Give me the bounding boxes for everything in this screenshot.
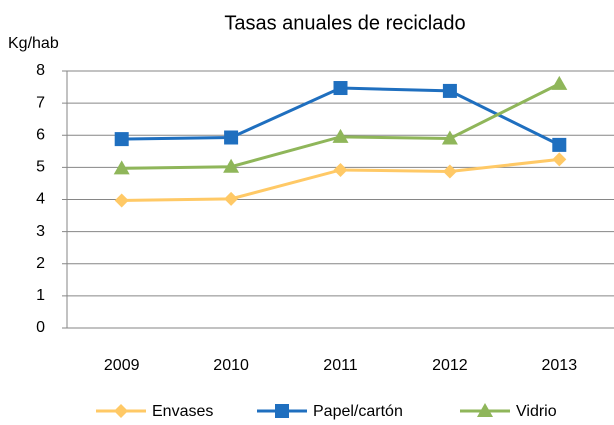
data-point [113, 160, 130, 175]
data-point [441, 130, 458, 145]
y-tick-label: 3 [36, 223, 45, 240]
legend-marker [114, 404, 128, 418]
legend-label: Vidrio [516, 403, 557, 420]
y-tick-label: 6 [36, 126, 45, 143]
data-point [332, 128, 349, 143]
legend-label: Papel/cartón [313, 403, 403, 420]
x-tick-label: 2010 [213, 357, 249, 374]
x-tick-label: 2011 [323, 357, 358, 374]
data-point [114, 193, 129, 208]
data-point [551, 75, 568, 90]
legend-marker [477, 403, 493, 417]
y-tick-label: 8 [36, 62, 45, 79]
x-tick-label: 2009 [104, 357, 140, 374]
data-point [442, 83, 457, 98]
data-point [224, 191, 239, 206]
chart-title: Tasas anuales de reciclado [224, 12, 465, 34]
data-point [333, 81, 348, 96]
series-line [121, 82, 560, 170]
y-tick-label: 4 [36, 191, 45, 208]
y-tick-label: 1 [36, 287, 45, 304]
data-point [552, 137, 567, 152]
y-axis-label: Kg/hab [8, 35, 59, 52]
y-tick-label: 5 [36, 159, 45, 176]
legend-marker [275, 404, 289, 418]
x-tick-label: 2013 [542, 357, 578, 374]
y-tick-label: 0 [36, 319, 45, 336]
x-tick-label: 2012 [432, 357, 468, 374]
y-tick-label: 2 [36, 255, 45, 272]
data-point [114, 132, 129, 147]
legend-label: Envases [152, 403, 213, 420]
data-point [223, 158, 240, 173]
y-tick-label: 7 [36, 94, 45, 111]
data-point [333, 162, 348, 177]
data-point [552, 152, 567, 167]
data-point [442, 164, 457, 179]
data-point [224, 130, 239, 145]
